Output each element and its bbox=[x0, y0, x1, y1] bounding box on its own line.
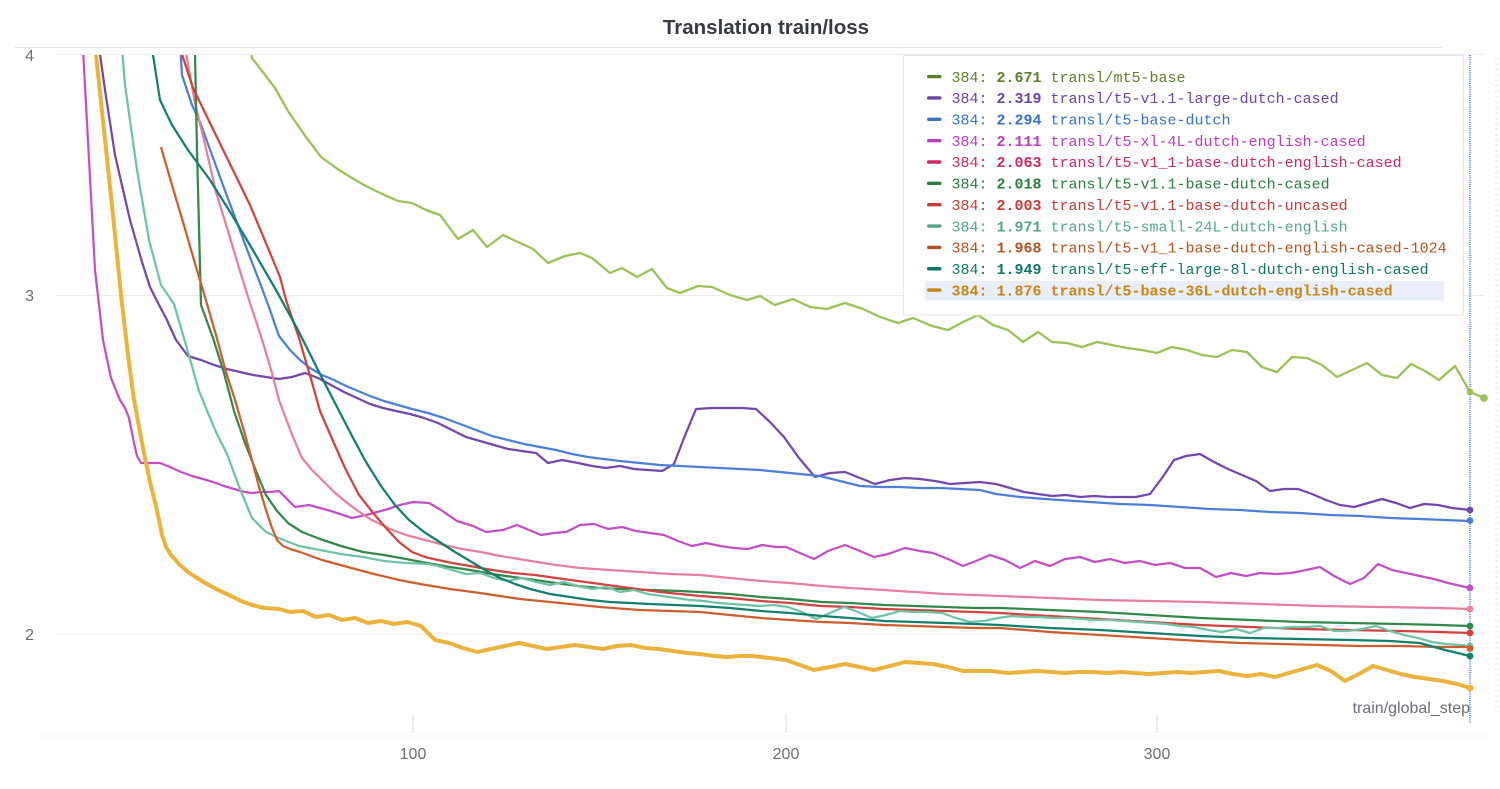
svg-text:train/global_step: train/global_step bbox=[1353, 700, 1471, 717]
svg-text:200: 200 bbox=[773, 746, 800, 763]
svg-text:300: 300 bbox=[1144, 746, 1171, 763]
svg-text:384: 1.949 transl/t5-eff-large: 384: 1.949 transl/t5-eff-large-8l-dutch-… bbox=[952, 262, 1429, 279]
svg-text:Translation train/loss: Translation train/loss bbox=[663, 16, 869, 39]
svg-text:100: 100 bbox=[400, 746, 427, 763]
svg-text:384: 2.671 transl/mt5-base: 384: 2.671 transl/mt5-base bbox=[952, 70, 1186, 87]
svg-text:2: 2 bbox=[25, 627, 34, 644]
svg-text:384: 1.971 transl/t5-small-24L: 384: 1.971 transl/t5-small-24L-dutch-eng… bbox=[952, 219, 1348, 236]
svg-text:384: 2.063 transl/t5-v1_1-base: 384: 2.063 transl/t5-v1_1-base-dutch-eng… bbox=[952, 155, 1402, 172]
svg-text:384: 1.876 transl/t5-base-36L-: 384: 1.876 transl/t5-base-36L-dutch-engl… bbox=[952, 283, 1393, 300]
svg-text:384: 1.968 transl/t5-v1_1-base: 384: 1.968 transl/t5-v1_1-base-dutch-eng… bbox=[952, 241, 1447, 258]
svg-text:384: 2.294 transl/t5-base-dutc: 384: 2.294 transl/t5-base-dutch bbox=[952, 113, 1231, 130]
svg-text:384: 2.111 transl/t5-xl-4L-dut: 384: 2.111 transl/t5-xl-4L-dutch-english… bbox=[952, 134, 1366, 151]
svg-text:384: 2.319 transl/t5-v1.1-larg: 384: 2.319 transl/t5-v1.1-large-dutch-ca… bbox=[952, 91, 1339, 108]
svg-text:384: 2.003 transl/t5-v1.1-base: 384: 2.003 transl/t5-v1.1-base-dutch-unc… bbox=[952, 198, 1348, 215]
svg-text:384: 2.018 transl/t5-v1.1-base: 384: 2.018 transl/t5-v1.1-base-dutch-cas… bbox=[952, 177, 1330, 194]
svg-text:4: 4 bbox=[25, 48, 34, 65]
svg-text:3: 3 bbox=[25, 288, 34, 305]
